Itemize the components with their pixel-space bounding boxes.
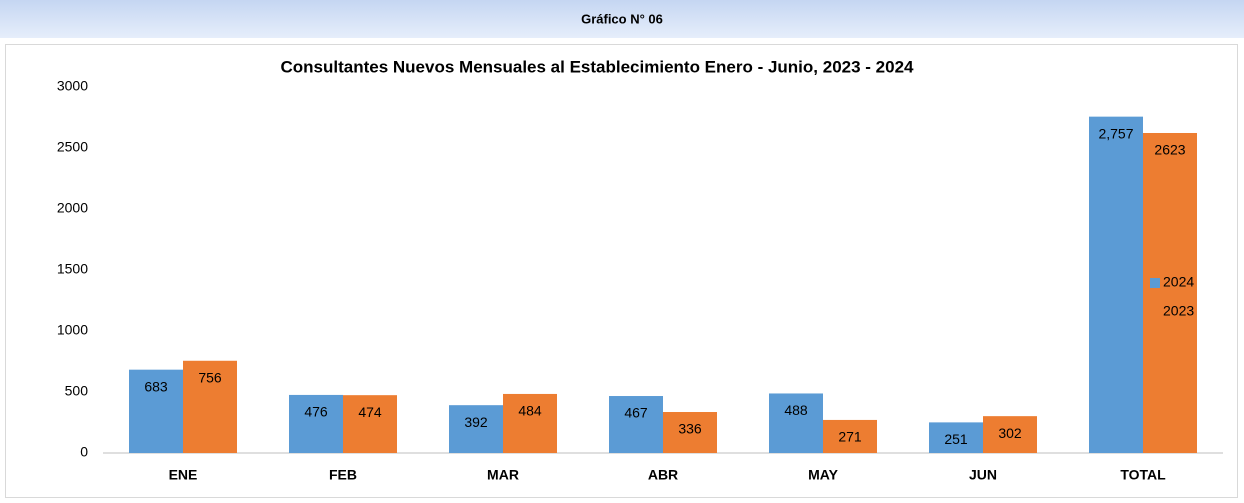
legend-label: 2023 <box>1163 303 1194 319</box>
data-label: 683 <box>144 378 168 394</box>
x-tick-label: MAR <box>487 467 519 483</box>
bar <box>983 416 1037 453</box>
x-tick-label: TOTAL <box>1120 467 1166 483</box>
bar <box>823 419 877 453</box>
legend-swatch <box>1150 307 1160 317</box>
y-tick-label: 2500 <box>57 139 88 155</box>
data-label: 251 <box>944 431 968 447</box>
bar <box>129 369 183 453</box>
y-tick-label: 500 <box>65 383 89 399</box>
bar <box>343 395 397 453</box>
data-label: 2,757 <box>1098 125 1133 141</box>
data-label: 488 <box>784 402 808 418</box>
data-label: 474 <box>358 404 382 420</box>
data-label: 302 <box>998 425 1022 441</box>
header-bar <box>0 0 1244 38</box>
data-label: 467 <box>624 405 648 421</box>
data-label: 756 <box>198 369 222 385</box>
y-tick-label: 3000 <box>57 78 88 94</box>
data-label: 392 <box>464 414 488 430</box>
y-tick-label: 2000 <box>57 200 88 216</box>
bar <box>663 412 717 453</box>
legend-swatch <box>1150 278 1160 288</box>
data-label: 484 <box>518 403 542 419</box>
bar <box>1089 116 1143 453</box>
y-tick-label: 1000 <box>57 322 88 338</box>
bar <box>609 396 663 453</box>
x-tick-label: JUN <box>969 467 997 483</box>
bar <box>503 393 557 453</box>
data-label: 476 <box>304 404 328 420</box>
x-tick-label: FEB <box>329 467 357 483</box>
data-label: 271 <box>838 429 862 445</box>
bar <box>183 360 237 453</box>
bar <box>769 393 823 453</box>
bar <box>289 394 343 453</box>
data-label: 2623 <box>1154 142 1185 158</box>
data-label: 336 <box>678 421 702 437</box>
chart-title: Consultantes Nuevos Mensuales al Estable… <box>281 57 915 76</box>
x-tick-label: MAY <box>808 467 838 483</box>
bar <box>1143 132 1197 453</box>
x-tick-label: ENE <box>169 467 198 483</box>
y-tick-label: 1500 <box>57 261 88 277</box>
x-tick-label: ABR <box>648 467 678 483</box>
legend-label: 2024 <box>1163 274 1194 290</box>
bar <box>929 422 983 453</box>
bar <box>449 405 503 453</box>
y-tick-label: 0 <box>80 444 88 460</box>
header-title: Gráfico N° 06 <box>581 11 663 26</box>
